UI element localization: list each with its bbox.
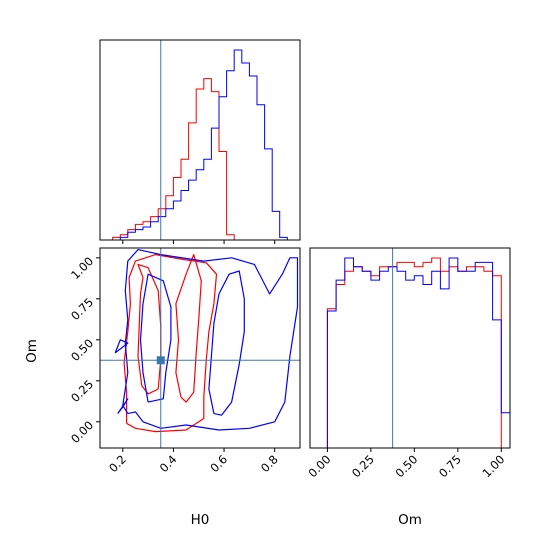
h0-histogram-panel	[99, 39, 301, 244]
hist-Om-series-b	[318, 257, 511, 449]
truth-marker	[156, 356, 165, 365]
h0-histogram-frame	[99, 39, 301, 241]
contour-series-a-1	[137, 263, 162, 395]
x-axis-label-h0: H0	[191, 512, 210, 528]
y-axis-label-om: Om	[24, 339, 40, 363]
contour-series-b-0	[122, 249, 299, 431]
x-axis-label-om: Om	[398, 512, 422, 528]
contour-series-b-4	[117, 398, 129, 414]
hist-H0-series-b	[105, 49, 295, 241]
contour-series-b-1	[139, 273, 172, 403]
contour-series-a-2	[175, 254, 202, 403]
contour-series-b-2	[208, 270, 245, 416]
hist-Om-series-a	[318, 257, 510, 449]
contour-series-b-3	[114, 339, 129, 354]
contour-frame	[99, 247, 301, 449]
om-histogram-frame	[309, 247, 511, 449]
contour-series-a-0	[123, 254, 218, 433]
